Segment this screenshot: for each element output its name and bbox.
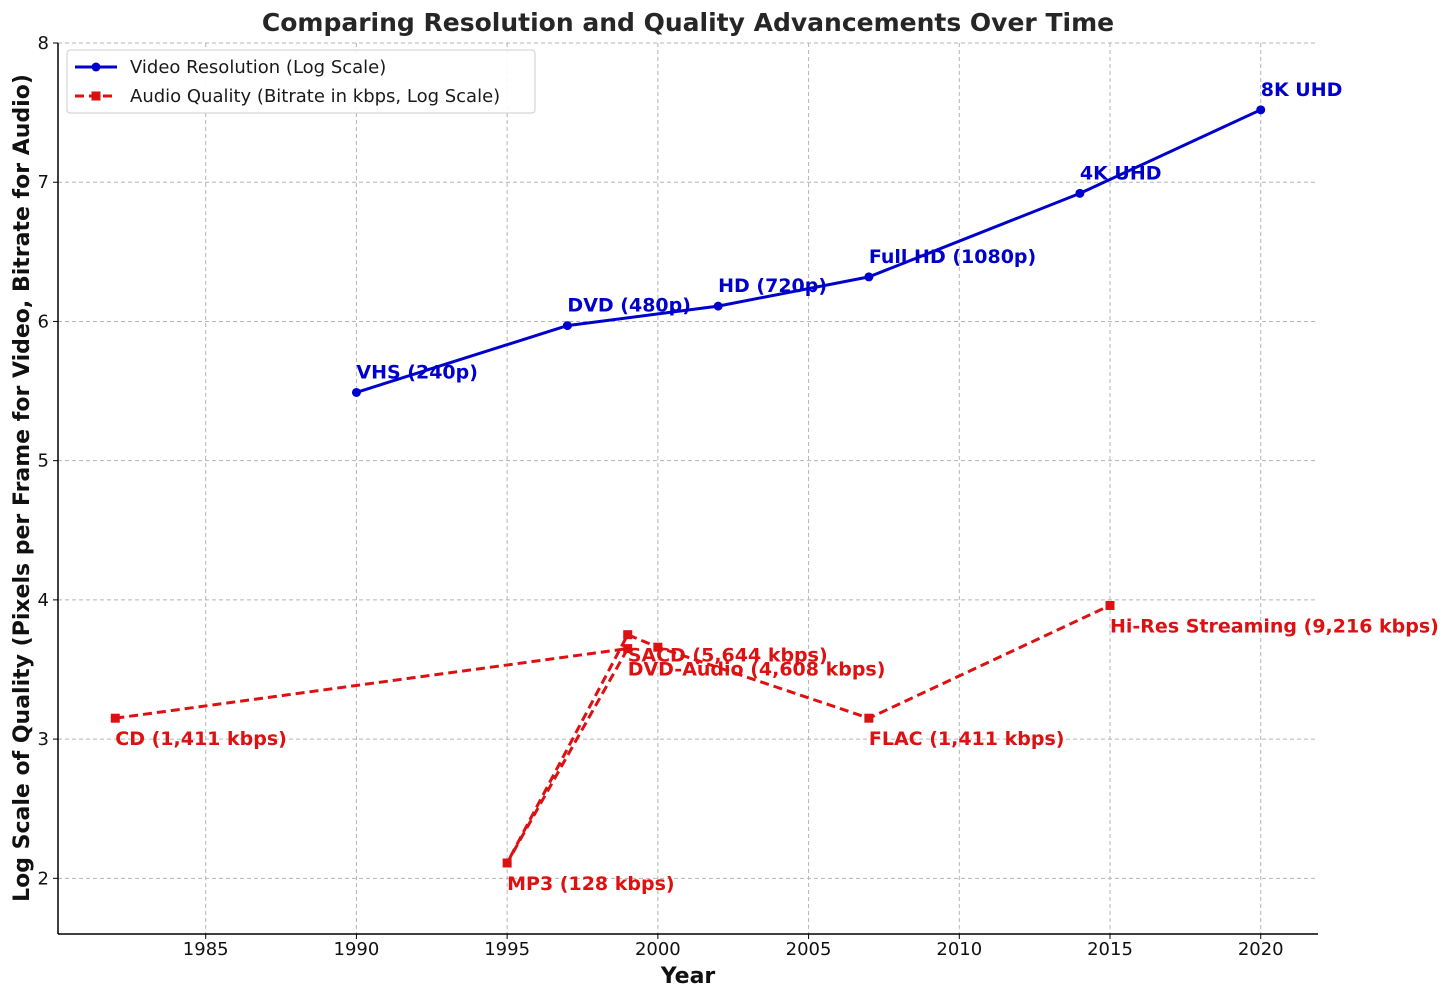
data-point <box>1075 188 1085 198</box>
legend-marker <box>91 62 101 72</box>
y-tick-label: 4 <box>38 590 49 611</box>
data-point <box>713 301 723 311</box>
x-axis-label: Year <box>660 964 716 989</box>
data-label: DVD-Audio (4,608 kbps) <box>628 659 886 681</box>
y-tick-label: 8 <box>38 33 49 54</box>
series <box>110 105 1266 868</box>
axes <box>57 43 1318 935</box>
data-label: MP3 (128 kbps) <box>507 873 674 895</box>
grid <box>58 42 1318 934</box>
data-label: DVD (480p) <box>567 295 691 317</box>
legend-box <box>66 49 536 114</box>
legend-label: Video Resolution (Log Scale) <box>130 57 386 78</box>
x-tick-label: 2010 <box>936 939 982 960</box>
y-tick-label: 7 <box>38 172 49 193</box>
y-axis-label: Log Scale of Quality (Pixels per Frame f… <box>10 74 35 902</box>
data-point <box>653 642 663 652</box>
data-point <box>1105 600 1115 610</box>
data-point <box>502 858 512 868</box>
data-label: 8K UHD <box>1261 79 1343 101</box>
legend: Video Resolution (Log Scale) Audio Qualit… <box>66 49 536 114</box>
data-point <box>1256 105 1266 115</box>
chart-title: Comparing Resolution and Quality Advance… <box>262 8 1114 37</box>
data-point <box>623 630 633 640</box>
point-labels: VHS (240p) DVD (480p) HD (720p) Full HD (10… <box>115 79 1439 895</box>
legend-label: Audio Quality (Bitrate in kbps, Log Scal… <box>130 86 500 107</box>
y-tick-label: 3 <box>38 729 49 750</box>
legend-marker <box>91 91 101 101</box>
x-tick-label: 2020 <box>1238 939 1284 960</box>
data-label: 4K UHD <box>1080 162 1162 184</box>
data-label: FLAC (1,411 kbps) <box>869 728 1065 750</box>
data-label: SACD (5,644 kbps) <box>628 645 828 667</box>
data-label: Hi-Res Streaming (9,216 kbps) <box>1110 615 1439 637</box>
x-tick-label: 1995 <box>484 939 530 960</box>
data-label: Full HD (1080p) <box>869 246 1036 268</box>
y-tick-label: 5 <box>38 451 49 472</box>
data-point <box>562 321 572 331</box>
data-label: HD (720p) <box>718 275 827 297</box>
x-tick-label: 1990 <box>334 939 380 960</box>
data-point <box>110 713 120 723</box>
data-label: CD (1,411 kbps) <box>115 728 287 750</box>
x-tick-label: 2005 <box>786 939 832 960</box>
y-tick-label: 2 <box>38 868 49 889</box>
x-tick-label: 1985 <box>183 939 229 960</box>
ticks: 1985 1990 1995 2000 2005 2010 2015 2020 2 3 4 5 6 7 8 <box>38 33 1284 960</box>
data-point <box>864 713 874 723</box>
data-point <box>351 387 361 397</box>
y-tick-label: 6 <box>38 311 49 332</box>
data-point <box>864 272 874 282</box>
data-label: VHS (240p) <box>356 361 478 383</box>
series-line-1 <box>355 108 1262 394</box>
x-tick-label: 2015 <box>1087 939 1133 960</box>
x-tick-label: 2000 <box>635 939 681 960</box>
data-point <box>623 644 633 654</box>
